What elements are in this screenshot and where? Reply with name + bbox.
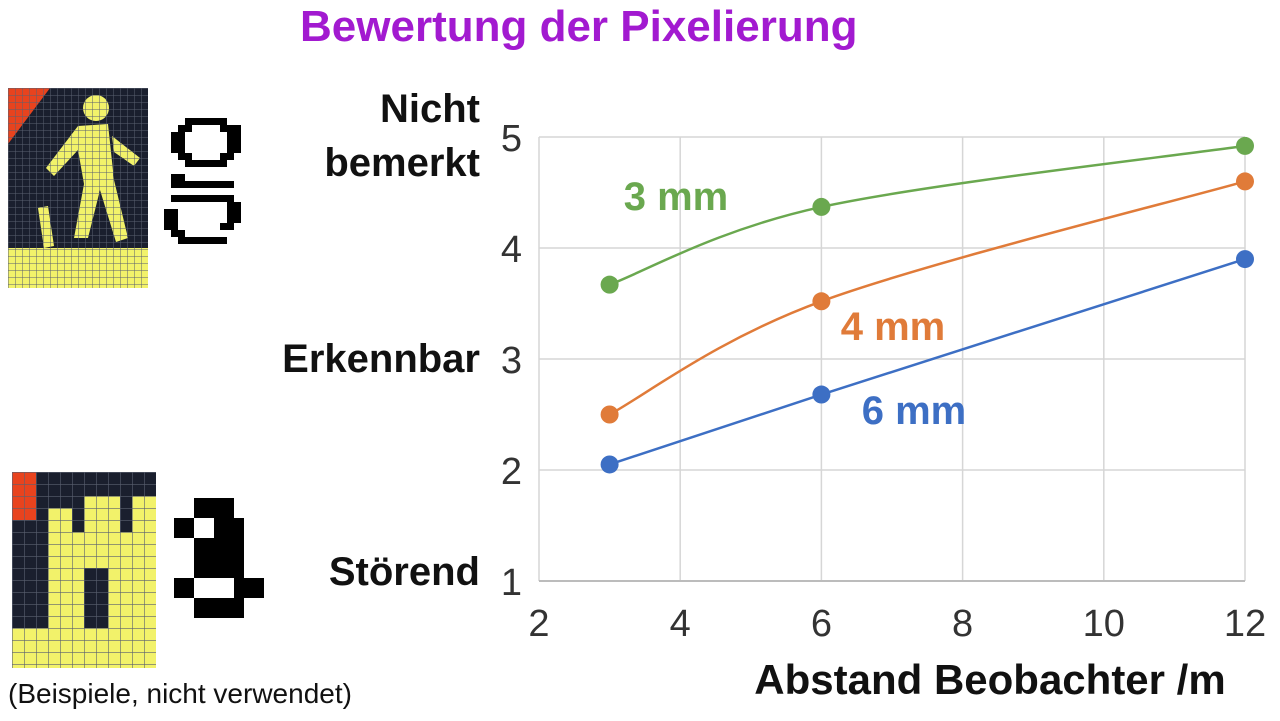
x-tick-label: 2 [528, 603, 549, 645]
x-tick-label: 6 [811, 603, 832, 645]
series-label: 3 mm [624, 175, 729, 219]
x-tick-label: 12 [1224, 603, 1266, 645]
data-point [600, 455, 619, 474]
y-tick-label: 2 [501, 451, 522, 493]
y-tick-label: 3 [501, 340, 522, 382]
series-label: 4 mm [841, 305, 946, 349]
y-tick-label: 1 [501, 562, 522, 604]
pedestrian-pixel-icon-fine [8, 88, 148, 288]
chart-title: Bewertung der Pixelierung [300, 2, 858, 51]
series-line-2 [609, 257, 1246, 466]
y-tick-label: 4 [501, 229, 522, 271]
series-line-1 [609, 180, 1246, 416]
x-tick-label: 8 [952, 603, 973, 645]
data-point [1236, 250, 1254, 269]
series-line-0 [609, 144, 1246, 286]
rating-label-erkennbar: Erkennbar [282, 332, 480, 386]
data-point [812, 197, 831, 216]
y-tick-label: 5 [501, 118, 522, 160]
pedestrian-pixel-icon-coarse [12, 472, 156, 668]
rating-label-nicht-bemerkt: Nicht bemerkt [324, 82, 480, 190]
data-point [600, 405, 619, 424]
letter-g-coarse-pixel-icon [174, 498, 264, 618]
x-axis-label: Abstand Beobachter /m [754, 656, 1225, 703]
data-point [1236, 136, 1254, 155]
rating-label-line: bemerkt [324, 141, 480, 185]
series-label: 6 mm [862, 389, 967, 433]
rating-label-stoerend: Störend [329, 545, 480, 599]
series-lines [600, 136, 1254, 474]
rating-label-line: Nicht [380, 87, 480, 131]
data-point [1236, 172, 1254, 191]
examples-caption: (Beispiele, nicht verwendet) [8, 678, 352, 709]
series-labels: 3 mm 4 mm 6 mm [624, 175, 967, 433]
rating-label-line: Erkennbar [282, 337, 480, 381]
data-point [600, 275, 619, 294]
x-tick-label: 10 [1083, 603, 1125, 645]
letter-g-pixel-icon [164, 118, 241, 244]
rating-label-line: Störend [328, 550, 480, 594]
x-tick-label: 4 [670, 603, 691, 645]
data-point [812, 292, 831, 311]
data-point [812, 385, 831, 404]
